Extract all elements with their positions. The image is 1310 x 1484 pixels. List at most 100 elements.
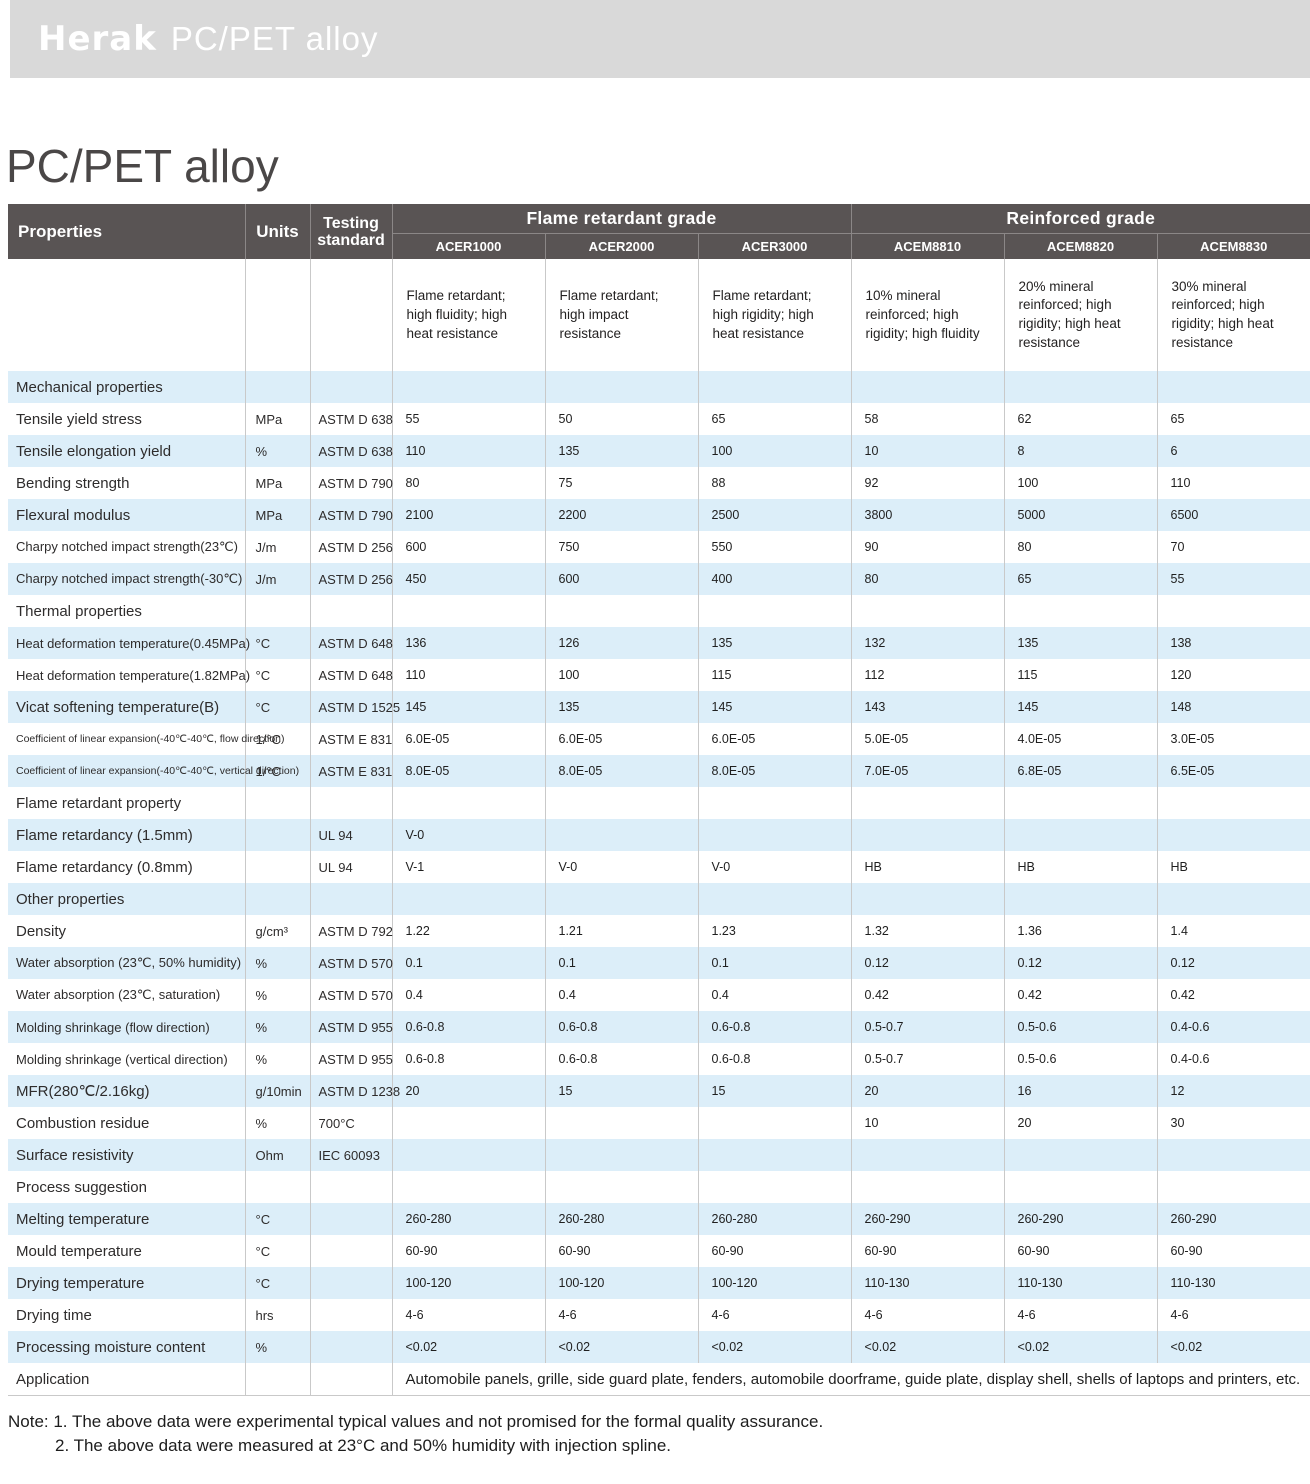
value-cell: 7.0E-05 [850,755,1005,788]
value-cell: 2200 [544,499,698,532]
value-cell: 4-6 [850,1299,1005,1332]
property-label: Application [8,1363,245,1396]
value-cell: 120 [1156,659,1310,692]
value-cell: 600 [544,563,698,596]
value-cell: 75 [544,467,698,500]
value-cell [850,1139,1005,1172]
grade-description: Flame retardant; high rigidity; high hea… [697,259,852,372]
data-row: Flexural modulus MPa ASTM D 790 2100 2200 250… [8,499,1310,532]
value-cell: 15 [544,1075,698,1108]
value-cell: 0.1 [544,947,698,980]
value-cell: 400 [697,563,852,596]
unit-cell: °C [244,1203,310,1236]
unit-cell: °C [244,1267,310,1300]
value-cell [697,1107,852,1140]
unit-cell: °C [244,659,310,692]
value-cell: 3800 [850,499,1005,532]
standard-cell [309,371,392,404]
value-cell: 58 [850,403,1005,436]
value-cell: 20 [850,1075,1005,1108]
data-row: Heat deformation temperature(0.45MPa) °C A… [8,627,1310,660]
standard-cell: ASTM D 790 [309,467,393,500]
property-label: Processing moisture content [8,1331,245,1364]
value-cell: 12 [1156,1075,1310,1108]
property-label: Charpy notched impact strength(23℃) [8,531,245,564]
property-label: Combustion residue [8,1107,245,1140]
value-cell [1156,595,1310,628]
value-cell: <0.02 [850,1331,1005,1364]
standard-cell: UL 94 [309,819,392,852]
value-cell [697,371,852,404]
standard-cell: ASTM D 648 [309,627,393,660]
data-row: Water absorption (23℃, saturation)% ASTM … [8,979,1310,1012]
value-cell: 6500 [1156,499,1310,532]
unit-cell: 1/°C [244,755,310,788]
value-cell: 6.0E-05 [544,723,698,756]
unit-cell: % [244,1043,310,1076]
value-cell: 80 [391,467,545,500]
unit-cell [244,1363,310,1396]
value-cell [391,1107,545,1140]
data-row: Melting temperature °C 260-280 260-280 260-2… [8,1203,1310,1236]
value-cell [850,1171,1005,1204]
value-cell [544,1107,698,1140]
value-cell: 60-90 [1156,1235,1310,1268]
value-cell: 8.0E-05 [544,755,698,788]
value-cell: <0.02 [544,1331,698,1364]
value-cell: 4-6 [544,1299,698,1332]
unit-cell: J/m [244,563,310,596]
data-row: Tensile elongation yield% ASTM D 638 110 13… [8,435,1310,468]
unit-cell [244,595,310,628]
value-cell: 115 [697,659,852,692]
value-cell: 0.6-0.8 [544,1043,698,1076]
unit-cell: % [244,435,310,468]
property-label: Flame retardancy (1.5mm) [8,819,245,852]
value-cell: 6.0E-05 [391,723,545,756]
value-cell: HB [850,851,1005,884]
col-header-model-acem8830: ACEM8830 [1156,232,1310,260]
unit-cell: Ohm [244,1139,310,1172]
value-cell [1003,787,1158,820]
section-row: Process suggestion [8,1171,1310,1204]
value-cell [697,595,852,628]
data-row: Processing moisture content% <0.02 <0.02 <0… [8,1331,1310,1364]
value-cell: 135 [544,435,698,468]
standard-cell: ASTM D 792 [309,915,393,948]
property-label: Bending strength [8,467,245,500]
value-cell: 0.42 [1003,979,1158,1012]
value-cell: 20 [391,1075,545,1108]
value-cell: V-1 [391,851,545,884]
value-cell: 10 [850,435,1005,468]
standard-cell [309,1203,392,1236]
property-label: Density [8,915,245,948]
standard-cell [309,1299,392,1332]
property-label: Water absorption (23℃, saturation) [8,979,245,1012]
value-cell [544,883,698,916]
value-cell: 80 [850,563,1005,596]
value-cell: 100-120 [544,1267,698,1300]
data-row: Tensile yield stress MPa ASTM D 638 55 50 65 5… [8,403,1310,436]
value-cell [1003,1139,1158,1172]
unit-cell: % [244,1011,310,1044]
value-cell: 5000 [1003,499,1158,532]
value-cell: 0.6-0.8 [391,1011,545,1044]
standard-cell: ASTM D 256 [309,531,393,564]
data-row: Molding shrinkage (vertical direction)% A… [8,1043,1310,1076]
value-cell: 4-6 [697,1299,852,1332]
value-cell: 1.22 [391,915,545,948]
unit-cell [244,1171,310,1204]
data-row: Charpy notched impact strength(-30℃) J/m A… [8,563,1310,596]
value-cell: <0.02 [697,1331,852,1364]
property-label: Heat deformation temperature(0.45MPa) [8,627,250,660]
property-label: Molding shrinkage (flow direction) [8,1011,245,1044]
standard-cell: ASTM D 638 [309,435,393,468]
standard-cell: ASTM D 638 [309,403,393,436]
data-row: Flame retardancy (1.5mm) UL 94 V-0 [8,819,1310,852]
value-cell: 20 [1003,1107,1158,1140]
property-label: Tensile yield stress [8,403,245,436]
value-cell: 8 [1003,435,1158,468]
col-group-reinforced-grade: Reinforced grade [850,204,1310,234]
value-cell: <0.02 [1003,1331,1158,1364]
value-cell: 2500 [697,499,852,532]
standard-cell [309,1267,392,1300]
